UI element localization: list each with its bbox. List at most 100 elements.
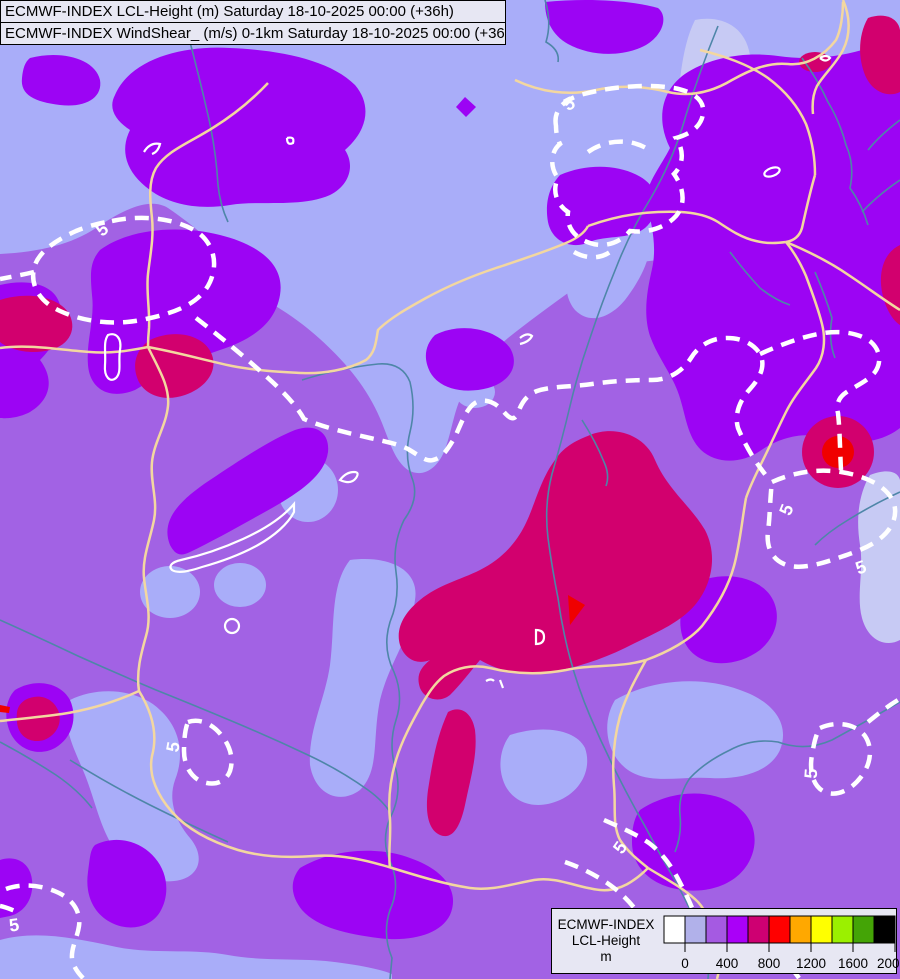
river bbox=[861, 179, 900, 213]
region-shape bbox=[646, 34, 900, 461]
region-shape bbox=[398, 431, 713, 700]
legend-swatch bbox=[852, 915, 875, 944]
border bbox=[136, 346, 170, 692]
contour-line bbox=[808, 721, 873, 796]
region-shape bbox=[292, 850, 454, 940]
contour-fragment bbox=[534, 628, 546, 646]
border bbox=[146, 82, 269, 348]
title-line-windshear: ECMWF-INDEX WindShear_ (m/s) 0-1km Satur… bbox=[0, 22, 506, 45]
contour-line bbox=[181, 718, 234, 786]
region-shape bbox=[87, 229, 281, 394]
lake-balaton-outline bbox=[169, 500, 296, 573]
legend-swatch bbox=[810, 915, 833, 944]
region-shape bbox=[16, 696, 60, 742]
border bbox=[645, 497, 748, 662]
lake-ferto-outline bbox=[103, 333, 122, 381]
legend-text-block: ECMWF-INDEX LCL-Height m bbox=[552, 909, 660, 973]
legend-tick-label: 0 bbox=[681, 956, 689, 971]
legend-tick-label: 1200 bbox=[796, 956, 826, 971]
legend-swatch bbox=[726, 915, 749, 944]
river bbox=[0, 741, 93, 809]
windshear-contour-lines bbox=[0, 83, 900, 979]
lake-outlines bbox=[103, 54, 832, 689]
region-shape bbox=[860, 15, 900, 95]
border bbox=[388, 658, 647, 869]
border bbox=[0, 689, 140, 723]
region-shape bbox=[680, 576, 777, 664]
border bbox=[785, 174, 817, 244]
contour-line bbox=[0, 269, 35, 282]
legend-tick-label: 400 bbox=[716, 956, 739, 971]
region-shape bbox=[456, 97, 476, 117]
lcl-red-regions bbox=[0, 436, 854, 713]
legend-swatch bbox=[789, 915, 812, 944]
contour-line bbox=[0, 903, 16, 914]
region-shape bbox=[167, 427, 329, 555]
river bbox=[544, 0, 560, 63]
region-shape bbox=[880, 245, 900, 325]
region-shape bbox=[426, 709, 476, 837]
legend-panel: ECMWF-INDEX LCL-Height m bbox=[551, 908, 900, 974]
region-shape bbox=[500, 729, 588, 805]
river bbox=[867, 119, 900, 151]
legend-ticks bbox=[684, 943, 896, 952]
contour-label: 5 bbox=[162, 740, 183, 753]
contour-line bbox=[5, 883, 86, 979]
contour-fragment bbox=[763, 166, 781, 178]
border bbox=[744, 241, 826, 499]
region-shape bbox=[546, 166, 658, 246]
region-shape bbox=[632, 793, 755, 891]
lake-velence-outline bbox=[338, 470, 359, 484]
contour-label: 5 bbox=[801, 768, 822, 779]
river bbox=[814, 271, 836, 359]
border bbox=[612, 659, 649, 869]
legend-swatch bbox=[873, 915, 896, 944]
legend-color-scale: 0 400 800 1200 1600 2000 bbox=[660, 909, 900, 973]
title-line-lcl-height: ECMWF-INDEX LCL-Height (m) Saturday 18-1… bbox=[0, 0, 506, 23]
region-shape bbox=[425, 328, 514, 391]
legend-product-label: ECMWF-INDEX bbox=[557, 917, 655, 932]
legend-swatch bbox=[747, 915, 770, 944]
contour-line bbox=[765, 468, 898, 569]
region-shape bbox=[607, 681, 784, 779]
border bbox=[147, 225, 590, 375]
windshear-bullseye-center bbox=[822, 436, 854, 468]
legend-swatch bbox=[705, 915, 728, 944]
border bbox=[699, 48, 817, 176]
contour-line bbox=[586, 139, 648, 154]
border bbox=[587, 210, 787, 245]
region-shape bbox=[545, 0, 664, 54]
river bbox=[581, 419, 609, 487]
river bbox=[301, 363, 416, 979]
legend-swatch bbox=[684, 915, 707, 944]
river bbox=[189, 41, 229, 223]
legend-parameter-label: LCL-Height bbox=[571, 933, 641, 948]
river bbox=[801, 57, 869, 226]
region-shape bbox=[0, 705, 10, 713]
contour-fragment bbox=[223, 617, 241, 635]
legend-tick-label: 800 bbox=[758, 956, 781, 971]
region-shape bbox=[87, 839, 167, 928]
border bbox=[137, 690, 649, 892]
region-shape bbox=[112, 47, 366, 207]
river bbox=[674, 701, 900, 853]
legend-tick-labels: 0 400 800 1200 1600 2000 bbox=[681, 956, 900, 971]
region-shape bbox=[66, 691, 199, 882]
lcl-crimson-regions bbox=[0, 15, 900, 837]
region-shape bbox=[0, 295, 73, 353]
region-shape bbox=[0, 935, 392, 979]
contour-fragment bbox=[143, 142, 162, 156]
contour-line bbox=[572, 250, 612, 260]
region-shape bbox=[135, 334, 214, 398]
region-shape bbox=[214, 563, 266, 607]
contour-fragment bbox=[819, 54, 832, 62]
legend-swatch bbox=[831, 915, 854, 944]
river bbox=[545, 25, 719, 979]
title-panel: ECMWF-INDEX LCL-Height (m) Saturday 18-1… bbox=[0, 0, 506, 45]
legend-swatches bbox=[663, 915, 896, 944]
river bbox=[729, 251, 791, 306]
